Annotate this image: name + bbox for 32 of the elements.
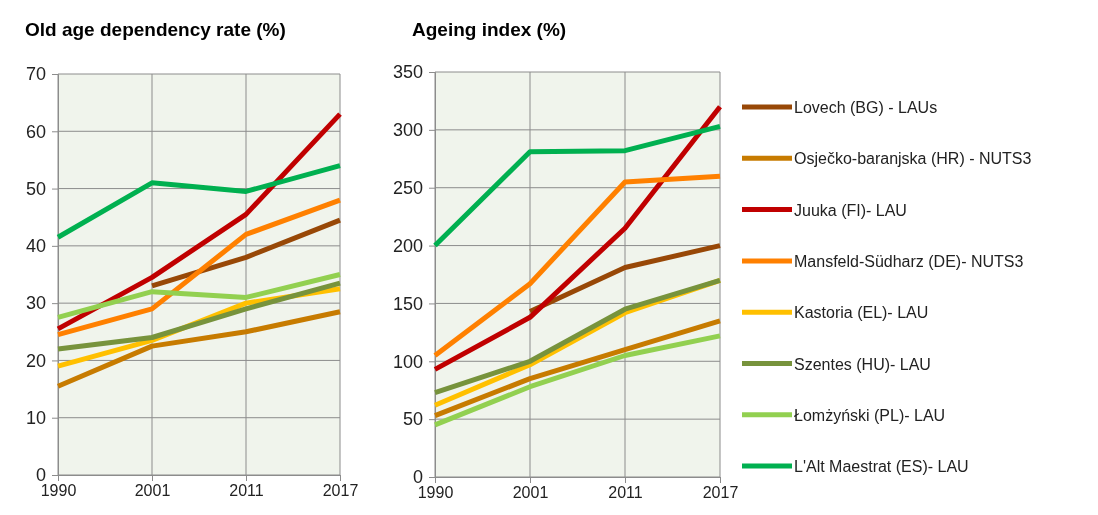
x-tick-label: 1990	[40, 482, 77, 500]
y-tick-label: 150	[392, 293, 423, 314]
legend-label: Osječko-baranjska (HR) - NUTS3	[794, 150, 1032, 168]
legend-label: Juuka (FI)- LAU	[794, 201, 907, 219]
y-tick-label: 30	[25, 293, 46, 314]
y-tick-label: 40	[25, 236, 46, 257]
x-tick-label: 2001	[512, 484, 549, 502]
y-tick-label: 350	[392, 62, 423, 83]
y-tick-label: 250	[392, 177, 423, 198]
x-tick-label: 2001	[134, 482, 171, 500]
y-tick-label: 50	[25, 178, 46, 199]
x-tick-label: 2011	[608, 484, 643, 502]
x-tick-label: 2011	[229, 482, 264, 500]
legend-label: Szentes (HU)- LAU	[794, 355, 931, 373]
legend-label: L'Alt Maestrat (ES)- LAU	[794, 458, 969, 476]
y-tick-label: 300	[392, 120, 423, 141]
y-tick-label: 100	[392, 351, 423, 372]
y-tick-label: 200	[392, 235, 423, 256]
x-tick-label: 2017	[322, 482, 359, 500]
y-tick-label: 20	[25, 350, 46, 371]
y-tick-label: 50	[402, 409, 423, 430]
legend-label: Lovech (BG) - LAUs	[794, 99, 938, 116]
y-tick-label: 60	[25, 121, 46, 142]
legend-label: Łomżyński (PL)- LAU	[794, 406, 946, 424]
legend-label: Kastoria (EL)- LAU	[794, 304, 929, 322]
x-tick-label: 2017	[702, 484, 739, 502]
x-tick-label: 1990	[417, 484, 454, 502]
chart-title: Ageing index (%)	[412, 19, 567, 40]
y-tick-label: 10	[25, 407, 46, 428]
legend-label: Mansfeld-Südharz (DE)- NUTS3	[794, 252, 1024, 270]
chart-title: Old age dependency rate (%)	[25, 19, 286, 40]
y-tick-label: 70	[25, 64, 46, 85]
